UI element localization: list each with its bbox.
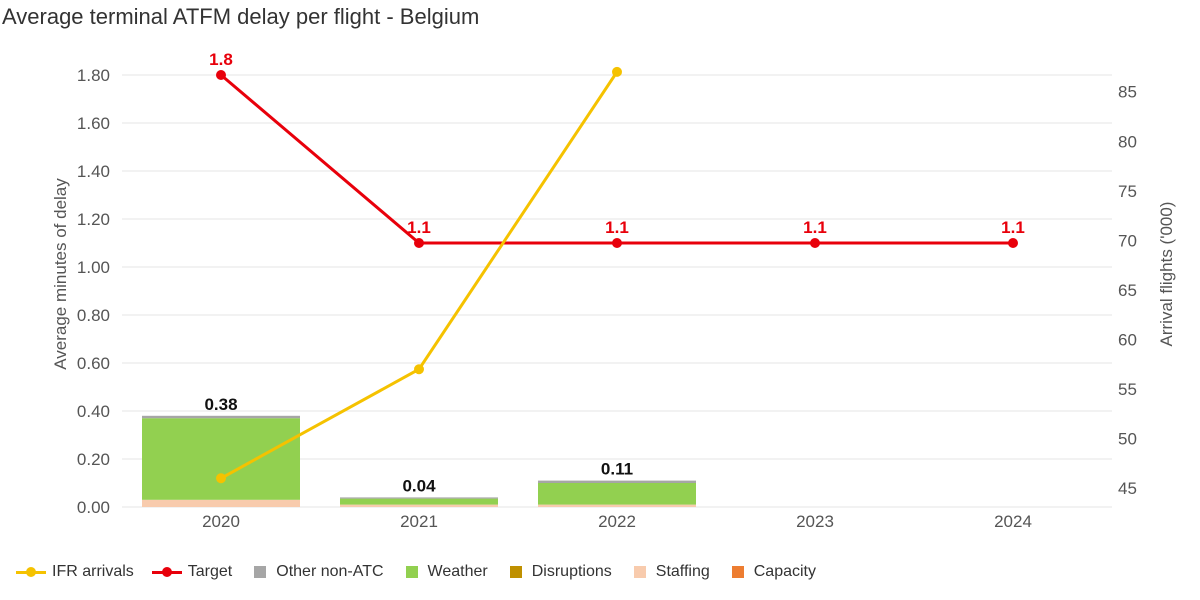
bar-total-label: 0.38 — [204, 395, 237, 414]
y2-tick-label: 75 — [1118, 182, 1137, 201]
y-tick-label: 1.00 — [77, 258, 110, 277]
legend-item-disruptions[interactable]: Disruptions — [506, 563, 612, 581]
bar-weather — [538, 483, 696, 505]
y-tick-label: 0.60 — [77, 354, 110, 373]
target-label: 1.1 — [407, 218, 431, 237]
y2-tick-label: 85 — [1118, 83, 1137, 102]
x-tick-label: 2023 — [796, 512, 834, 531]
legend-item-other-non-atc[interactable]: Other non-ATC — [250, 563, 384, 581]
y-axis-ticks: 0.00 0.20 0.40 0.60 0.80 1.00 1.20 1.40 1.60 1.80 — [77, 66, 110, 517]
target-label: 1.1 — [1001, 218, 1025, 237]
y-tick-label: 1.20 — [77, 210, 110, 229]
bar-weather — [340, 498, 498, 505]
x-tick-label: 2022 — [598, 512, 636, 531]
legend-item-weather[interactable]: Weather — [402, 563, 488, 581]
legend-item-capacity[interactable]: Capacity — [728, 563, 816, 581]
legend-item-ifr-arrivals[interactable]: IFR arrivals — [16, 563, 134, 581]
x-axis-ticks: 2020 2021 2022 2023 2024 — [202, 512, 1032, 531]
y2-axis-label: Arrival flights ('000) — [1157, 202, 1176, 347]
legend-label: Disruptions — [531, 563, 612, 580]
ifr-arrivals-point — [216, 473, 226, 484]
legend-disruptions-square-icon — [509, 566, 522, 578]
legend-ifr-line-icon — [16, 566, 46, 577]
y2-tick-label: 65 — [1118, 281, 1137, 300]
target-label: 1.1 — [803, 218, 827, 237]
bar-total-labels: 0.38 0.04 0.11 — [204, 395, 633, 496]
legend-label: IFR arrivals — [52, 563, 134, 580]
legend-weather-square-icon — [405, 566, 418, 578]
y2-tick-label: 80 — [1118, 132, 1137, 151]
bar-weather — [142, 418, 300, 500]
target-series: 1.8 1.1 1.1 1.1 1.1 — [209, 50, 1025, 248]
y-axis-label: Average minutes of delay — [51, 178, 70, 370]
y-tick-label: 0.00 — [77, 498, 110, 517]
legend-staffing-square-icon — [633, 566, 646, 578]
legend-label: Other non-ATC — [276, 563, 384, 580]
bar-staffing — [142, 499, 300, 507]
bar-staffing — [538, 504, 696, 507]
x-tick-label: 2020 — [202, 512, 240, 531]
target-point — [810, 238, 820, 248]
target-label: 1.8 — [209, 50, 233, 69]
y2-tick-label: 55 — [1118, 380, 1137, 399]
legend-capacity-square-icon — [731, 566, 744, 578]
y2-axis-ticks: 45 50 55 60 65 70 75 80 85 — [1118, 83, 1137, 498]
ifr-arrivals-point — [414, 364, 424, 375]
legend-item-target[interactable]: Target — [151, 563, 233, 581]
y2-tick-label: 70 — [1118, 231, 1137, 250]
y-tick-label: 1.40 — [77, 162, 110, 181]
y2-tick-label: 60 — [1118, 330, 1137, 349]
target-point — [612, 238, 622, 248]
x-tick-label: 2024 — [994, 512, 1032, 531]
y-tick-label: 0.20 — [77, 450, 110, 469]
y2-tick-label: 50 — [1118, 430, 1137, 449]
target-point — [1008, 238, 1018, 248]
bar-other-non-atc — [340, 497, 498, 499]
y-tick-label: 1.80 — [77, 66, 110, 85]
y2-tick-label: 45 — [1118, 479, 1137, 498]
y-tick-label: 0.40 — [77, 402, 110, 421]
ifr-arrivals-series — [216, 66, 622, 484]
target-point — [216, 70, 226, 80]
target-label: 1.1 — [605, 218, 629, 237]
legend-label: Capacity — [753, 563, 816, 580]
bar-staffing — [340, 504, 498, 507]
bar-other-non-atc — [538, 480, 696, 483]
legend-label: Weather — [427, 563, 488, 580]
legend-target-line-icon — [151, 566, 182, 577]
legend-label: Staffing — [655, 563, 710, 580]
bar-total-label: 0.11 — [601, 460, 633, 479]
ifr-arrivals-point — [612, 66, 622, 77]
legend: IFR arrivals Target Other non-ATC Weathe… — [16, 561, 834, 583]
legend-other-square-icon — [254, 566, 267, 578]
bar-total-label: 0.04 — [402, 476, 436, 495]
legend-label: Target — [187, 563, 233, 580]
chart-title: Average terminal ATFM delay per flight -… — [2, 4, 480, 29]
bars — [142, 415, 696, 507]
legend-item-staffing[interactable]: Staffing — [630, 563, 710, 581]
y-tick-label: 0.80 — [77, 306, 110, 325]
target-point — [414, 238, 424, 248]
bar-other-non-atc — [142, 415, 300, 419]
x-tick-label: 2021 — [400, 512, 438, 531]
y-tick-label: 1.60 — [77, 114, 110, 133]
